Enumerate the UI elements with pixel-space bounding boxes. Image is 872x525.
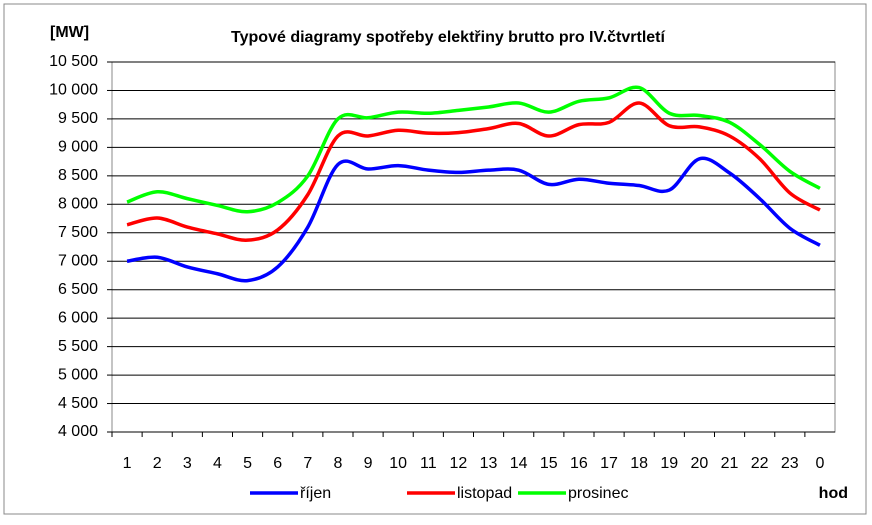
x-tick-label: 5 [243, 455, 252, 472]
x-tick-label: 18 [630, 455, 648, 472]
x-tick-label: 23 [781, 455, 799, 472]
x-tick-label: 2 [153, 455, 162, 472]
x-tick-label: 14 [510, 455, 528, 472]
series-line [126, 85, 821, 214]
y-tick-label: 10 000 [49, 82, 98, 99]
x-tick-label: 4 [213, 455, 222, 472]
y-tick-label: 4 500 [58, 395, 98, 412]
y-tick-label: 6 500 [58, 281, 98, 298]
x-tick-label: 10 [389, 455, 407, 472]
chart-title: Typové diagramy spotřeby elektřiny brutt… [231, 29, 665, 46]
y-tick-label: 6 000 [58, 309, 98, 326]
y-tick-label: 7 500 [58, 224, 98, 241]
x-tick-label: 16 [570, 455, 588, 472]
y-tick-label: 5 000 [58, 366, 98, 383]
x-tick-label: 8 [333, 455, 342, 472]
legend-label: listopad [457, 485, 512, 502]
y-tick-label: 8 500 [58, 167, 98, 184]
legend-label: říjen [300, 485, 331, 502]
x-tick-label: 6 [273, 455, 282, 472]
x-tick-label: 11 [420, 455, 437, 472]
y-tick-label: 8 000 [58, 196, 98, 213]
legend-label: prosinec [568, 485, 628, 502]
series-line [126, 101, 821, 242]
x-tick-label: 9 [364, 455, 373, 472]
x-tick-label: 15 [540, 455, 558, 472]
x-tick-label: 7 [303, 455, 312, 472]
y-tick-label: 4 000 [58, 423, 98, 440]
y-tick-label: 9 000 [58, 139, 98, 156]
x-tick-label: 13 [480, 455, 498, 472]
x-tick-label: 1 [123, 455, 132, 472]
x-tick-label: 12 [450, 455, 468, 472]
x-tick-label: 21 [721, 455, 739, 472]
x-tick-label: 19 [660, 455, 678, 472]
x-tick-label: 20 [691, 455, 709, 472]
x-tick-label: 0 [815, 455, 824, 472]
x-tick-label: 17 [600, 455, 618, 472]
series-line [126, 156, 821, 283]
y-axis-label: [MW] [50, 24, 89, 41]
y-tick-label: 9 500 [58, 110, 98, 127]
x-tick-label: 3 [183, 455, 192, 472]
y-tick-label: 5 500 [58, 338, 98, 355]
plot-area [111, 61, 836, 433]
y-tick-label: 7 000 [58, 252, 98, 269]
x-tick-label: 22 [751, 455, 769, 472]
y-tick-label: 10 500 [49, 53, 98, 70]
x-axis-label: hod [819, 485, 848, 502]
